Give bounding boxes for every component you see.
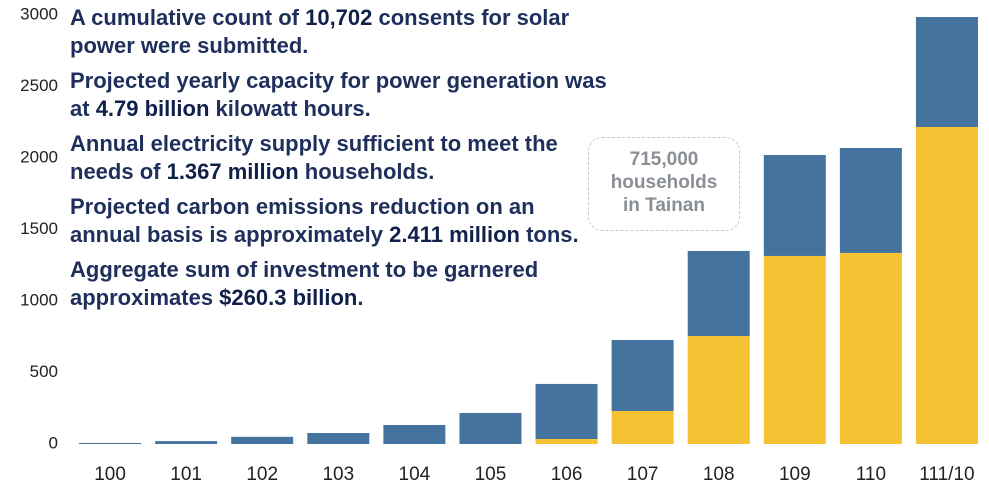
annotation: Annual electricity supply sufficient to … <box>70 130 610 186</box>
y-tick-label: 500 <box>30 362 58 381</box>
y-tick-label: 1000 <box>20 290 58 309</box>
bar-segment <box>459 413 521 444</box>
x-tick-label: 103 <box>322 464 354 485</box>
annotation-text: A cumulative count of <box>70 5 305 30</box>
annotation: Projected carbon emissions reduction on … <box>70 193 610 249</box>
x-tick-label: 104 <box>399 464 431 485</box>
bar-segment <box>307 433 369 444</box>
x-tick-label: 101 <box>170 464 202 485</box>
bar-segment <box>916 127 978 444</box>
x-tick-label: 107 <box>627 464 659 485</box>
bar-segment <box>688 251 750 336</box>
y-tick-label: 0 <box>49 433 58 452</box>
bar-segment <box>612 411 674 444</box>
bar-segment <box>231 437 293 444</box>
y-tick-label: 1500 <box>20 219 58 238</box>
bar-segment <box>536 439 598 444</box>
y-tick-label: 2500 <box>20 76 58 95</box>
x-tick-label: 109 <box>779 464 811 485</box>
y-tick-label: 3000 <box>20 4 58 23</box>
x-tick-label: 105 <box>475 464 507 485</box>
bar-segment <box>79 443 141 444</box>
annotation: Aggregate sum of investment to be garner… <box>70 256 610 312</box>
annotation-highlight: 10,702 <box>305 5 372 30</box>
bar-segment <box>840 253 902 444</box>
page: 0 500 1000 1500 2000 2500 3000 100 101 102 103 104 1… <box>0 0 989 493</box>
x-tick-label: 111/10 <box>919 464 974 485</box>
annotation-text: households. <box>299 159 435 184</box>
annotation-highlight: 4.79 billion <box>96 96 210 121</box>
bar-segment <box>916 17 978 127</box>
callout-line: in Tainan <box>589 194 739 217</box>
bar-segment <box>612 340 674 411</box>
y-tick-label: 2000 <box>20 147 58 166</box>
x-tick-label: 108 <box>703 464 735 485</box>
callout-line: households <box>589 171 739 194</box>
x-tick-label: 110 <box>856 464 886 485</box>
annotation: Projected yearly capacity for power gene… <box>70 67 610 123</box>
bar-segment <box>536 384 598 439</box>
annotation-text: tons. <box>520 222 579 247</box>
bar-segment <box>155 441 217 444</box>
annotations: A cumulative count of 10,702 consents fo… <box>70 4 610 319</box>
annotation-highlight: 2.411 million <box>389 222 520 247</box>
x-tick-label: 102 <box>246 464 278 485</box>
annotation-text: . <box>357 285 363 310</box>
callout-line: 715,000 <box>589 148 739 171</box>
bar-segment <box>840 148 902 253</box>
annotation-highlight: $260.3 billion <box>219 285 357 310</box>
x-tick-label: 106 <box>551 464 583 485</box>
annotation-highlight: 1.367 million <box>167 159 299 184</box>
annotation-text: kilowatt hours. <box>209 96 370 121</box>
annotation: A cumulative count of 10,702 consents fo… <box>70 4 610 60</box>
bar-segment <box>764 256 826 444</box>
x-tick-label: 100 <box>94 464 126 485</box>
bar-segment <box>383 425 445 444</box>
bar-segment <box>764 155 826 256</box>
bar-segment <box>688 336 750 444</box>
